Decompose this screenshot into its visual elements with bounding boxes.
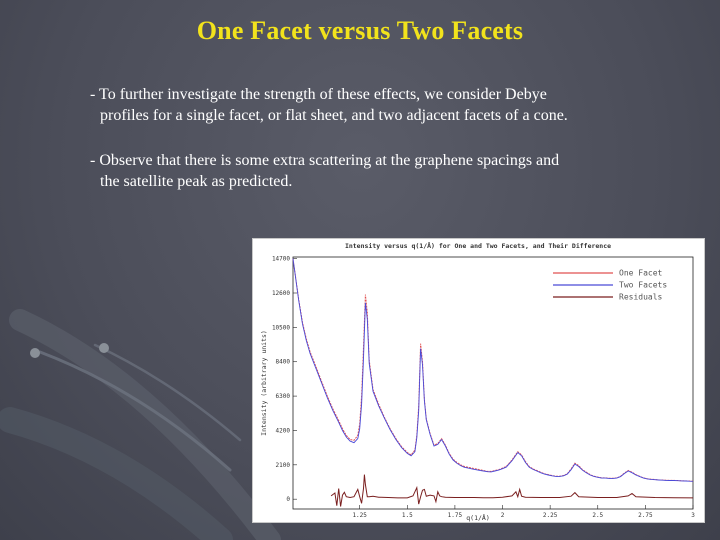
bullet-line: the satellite peak as predicted.: [100, 173, 293, 190]
x-tick-label: 1.25: [352, 512, 367, 519]
y-axis-label: Intensity (arbitrary units): [260, 330, 268, 436]
y-tick-label: 6300: [276, 393, 291, 400]
series-line-residuals: [330, 474, 694, 507]
bullet-text: - Observe that there is some extra scatt…: [90, 150, 670, 192]
decor-dot: [30, 348, 40, 358]
x-tick-label: 1.75: [448, 512, 463, 519]
x-tick-label: 2.5: [592, 512, 603, 519]
bullet-line: - To further investigate the strength of…: [90, 86, 547, 103]
legend-label-residuals: Residuals: [619, 293, 663, 302]
series-line-one-facet: [292, 258, 694, 482]
decor-dot: [99, 343, 109, 353]
y-tick-label: 4200: [276, 427, 291, 434]
x-axis-label: q(1/Å): [466, 513, 489, 522]
chart-figure: Intensity versus q(1/Å) for One and Two …: [252, 238, 705, 523]
y-tick-label: 10500: [272, 324, 290, 331]
y-tick-label: 12600: [272, 290, 290, 297]
bullet-line: profiles for a single facet, or flat she…: [100, 107, 568, 124]
y-tick-label: 8400: [276, 359, 291, 366]
bullet-line: - Observe that there is some extra scatt…: [90, 152, 560, 169]
x-tick-label: 2.75: [638, 512, 653, 519]
plot-frame: [292, 256, 694, 510]
x-tick-label: 3: [691, 512, 695, 519]
legend-label-two-facets: Two Facets: [619, 281, 667, 290]
y-tick-label: 14700: [272, 256, 290, 263]
x-tick-label: 2.25: [543, 512, 558, 519]
x-tick-label: 2: [501, 512, 505, 519]
slide-title: One Facet versus Two Facets: [196, 16, 524, 45]
y-tick-label: 0: [286, 496, 290, 503]
legend-label-one-facet: One Facet: [619, 269, 663, 278]
y-tick-label: 2100: [276, 462, 291, 469]
intensity-chart: Intensity versus q(1/Å) for One and Two …: [260, 241, 695, 522]
chart-title: Intensity versus q(1/Å) for One and Two …: [345, 241, 611, 250]
bullet-text: - To further investigate the strength of…: [90, 84, 670, 126]
x-tick-label: 1.5: [402, 512, 413, 519]
series-line-two-facets: [292, 258, 694, 482]
